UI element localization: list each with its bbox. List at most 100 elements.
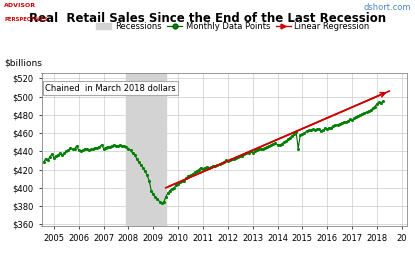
Point <box>202 166 208 170</box>
Point <box>305 128 312 132</box>
Point <box>270 142 277 146</box>
Point <box>310 127 316 132</box>
Point <box>200 167 206 171</box>
Point <box>361 111 368 115</box>
Point <box>281 140 287 144</box>
Point <box>160 200 167 205</box>
Point <box>78 149 84 153</box>
Point <box>125 146 132 151</box>
Point <box>113 144 120 148</box>
Point <box>222 158 229 162</box>
Point <box>264 145 271 149</box>
Point <box>100 146 107 151</box>
Point <box>94 146 101 150</box>
Point <box>129 151 136 155</box>
Point <box>175 182 181 186</box>
Point <box>69 147 76 152</box>
Point <box>367 108 374 112</box>
Point <box>369 106 376 110</box>
Point <box>241 152 248 156</box>
Point <box>135 160 142 164</box>
Point <box>334 123 341 127</box>
Text: ADVISOR: ADVISOR <box>4 3 36 8</box>
Point <box>158 201 165 205</box>
Point <box>303 129 310 133</box>
Point <box>287 135 293 140</box>
Point <box>231 157 237 161</box>
Point <box>115 144 122 148</box>
Point <box>65 148 72 153</box>
Point <box>166 188 173 193</box>
Text: Real  Retail Sales Since the End of the Last Recession: Real Retail Sales Since the End of the L… <box>29 12 386 25</box>
Point <box>84 147 90 152</box>
Point <box>117 143 124 147</box>
Point <box>328 126 334 130</box>
Point <box>150 192 156 196</box>
Point <box>162 195 169 199</box>
Point <box>283 139 289 143</box>
Point <box>235 155 242 159</box>
Point <box>73 144 80 148</box>
Point <box>239 154 246 158</box>
Point <box>359 112 366 116</box>
Point <box>330 124 337 128</box>
Point <box>168 187 175 191</box>
Point <box>326 126 332 130</box>
Point <box>324 127 330 132</box>
Point <box>365 109 372 113</box>
Point <box>71 146 78 151</box>
Point <box>133 157 140 161</box>
Point <box>59 153 66 157</box>
Point <box>96 145 103 149</box>
Point <box>278 142 285 146</box>
Point <box>260 146 266 151</box>
Point <box>351 116 357 121</box>
Point <box>63 149 70 153</box>
Point <box>206 166 212 170</box>
Text: PERSPECTIVES: PERSPECTIVES <box>4 17 48 22</box>
Point <box>191 170 198 174</box>
Point <box>57 151 63 155</box>
Point <box>220 160 227 164</box>
Text: dshort.com: dshort.com <box>364 3 411 12</box>
Point <box>183 176 190 180</box>
Point <box>338 121 345 125</box>
Point <box>67 146 74 150</box>
Point <box>285 137 291 141</box>
Point <box>49 152 55 156</box>
Point <box>55 153 61 157</box>
Point <box>313 127 320 132</box>
Point <box>342 120 349 124</box>
Point <box>103 146 109 150</box>
Point <box>154 197 161 201</box>
Point <box>181 178 188 183</box>
Point <box>144 173 150 177</box>
Point <box>374 102 380 106</box>
Point <box>274 143 281 147</box>
Point <box>105 145 111 149</box>
Point <box>177 180 183 184</box>
Point <box>198 166 204 170</box>
Point <box>40 160 47 164</box>
Point <box>312 128 318 132</box>
Point <box>208 165 215 169</box>
Point <box>340 120 347 124</box>
Point <box>308 128 314 132</box>
Point <box>251 149 258 153</box>
Point <box>289 134 295 138</box>
Point <box>156 199 163 204</box>
Point <box>216 162 223 166</box>
Point <box>82 146 88 151</box>
Point <box>86 148 93 153</box>
Point <box>53 154 59 158</box>
Point <box>229 157 235 161</box>
Point <box>295 146 302 151</box>
Point <box>152 195 159 199</box>
Point <box>137 163 144 167</box>
Point <box>148 188 154 193</box>
Point <box>111 143 117 147</box>
Point <box>90 146 97 151</box>
Bar <box>127 73 166 226</box>
Point <box>276 143 283 147</box>
Point <box>272 141 279 145</box>
